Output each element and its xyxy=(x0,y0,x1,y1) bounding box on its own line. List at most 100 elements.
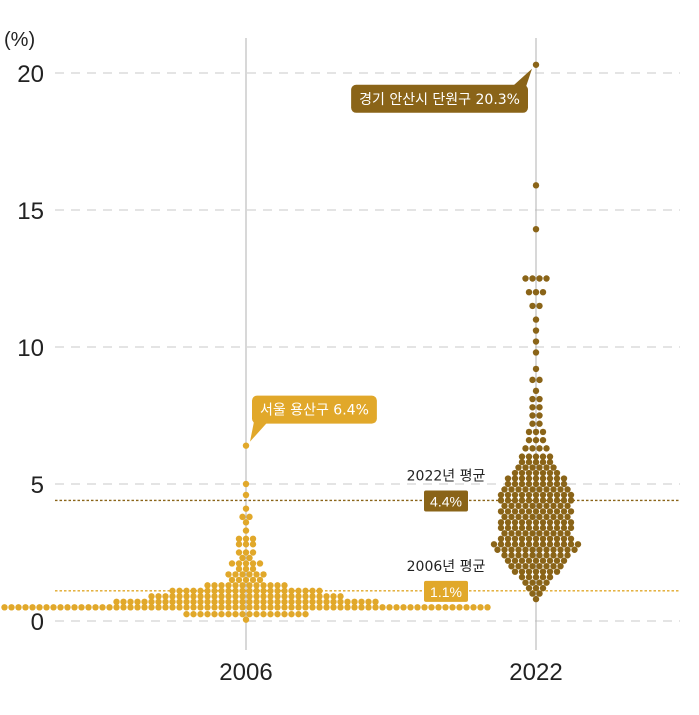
data-point xyxy=(529,546,536,553)
data-point xyxy=(190,593,197,600)
data-point xyxy=(204,593,211,600)
data-point xyxy=(497,491,505,499)
data-point xyxy=(560,557,568,564)
data-point xyxy=(501,502,508,510)
data-point xyxy=(508,530,515,537)
data-point xyxy=(536,376,543,384)
data-point xyxy=(365,598,372,606)
data-point xyxy=(235,535,243,542)
data-point xyxy=(183,593,190,600)
data-point xyxy=(532,316,540,323)
data-point xyxy=(522,486,529,493)
data-point xyxy=(553,469,561,477)
data-point xyxy=(560,535,568,542)
data-point xyxy=(525,519,533,526)
data-point xyxy=(235,549,243,556)
data-point xyxy=(522,464,529,471)
data-point xyxy=(539,497,547,504)
data-point xyxy=(218,610,225,618)
data-point xyxy=(204,582,211,589)
data-point xyxy=(232,598,239,606)
data-point xyxy=(351,604,358,611)
data-point xyxy=(525,535,533,542)
data-point xyxy=(43,604,50,611)
data-point xyxy=(260,593,267,600)
data-point xyxy=(295,610,302,618)
data-point xyxy=(532,182,540,189)
data-point xyxy=(120,604,127,611)
data-point xyxy=(553,568,561,575)
data-point xyxy=(242,442,250,449)
data-point xyxy=(242,527,250,534)
data-point xyxy=(204,604,211,611)
data-point xyxy=(515,530,522,537)
data-point xyxy=(274,582,281,589)
callout-pointer xyxy=(512,68,532,87)
data-point xyxy=(518,535,526,542)
data-point xyxy=(529,302,536,310)
data-point xyxy=(225,610,232,618)
data-point xyxy=(274,598,281,606)
data-point xyxy=(546,480,554,488)
data-point xyxy=(281,593,288,600)
data-point xyxy=(525,475,533,482)
data-point xyxy=(197,604,204,611)
data-point xyxy=(127,598,134,606)
data-point xyxy=(525,508,533,515)
data-point xyxy=(260,582,267,589)
data-point xyxy=(253,587,260,595)
data-point xyxy=(246,604,253,611)
data-point xyxy=(511,491,519,499)
data-point xyxy=(162,598,169,606)
data-point xyxy=(260,571,267,578)
data-point xyxy=(522,563,529,570)
average-title: 2022년 평균 xyxy=(407,468,486,484)
data-point xyxy=(120,598,127,606)
data-point xyxy=(239,582,246,589)
data-point xyxy=(532,458,540,466)
data-point xyxy=(539,428,547,436)
data-point xyxy=(239,610,246,618)
data-point xyxy=(497,519,505,526)
data-point xyxy=(239,571,246,578)
data-point xyxy=(522,513,529,521)
data-point xyxy=(557,530,564,537)
data-point xyxy=(267,604,274,611)
data-point xyxy=(242,560,250,567)
data-point xyxy=(553,491,561,499)
data-point xyxy=(522,552,529,559)
data-point xyxy=(316,604,323,611)
data-point xyxy=(522,530,529,537)
data-point xyxy=(529,404,536,411)
data-point xyxy=(546,469,554,477)
y-tick-label: 5 xyxy=(31,472,44,499)
data-point xyxy=(232,610,239,618)
data-point xyxy=(515,552,522,559)
data-point xyxy=(242,480,250,488)
data-point xyxy=(525,469,533,477)
data-point xyxy=(442,604,449,611)
data-points xyxy=(1,61,582,623)
data-point xyxy=(529,464,536,471)
data-point xyxy=(148,604,155,611)
data-point xyxy=(529,530,536,537)
data-point xyxy=(567,541,575,548)
data-point xyxy=(400,604,407,611)
data-point xyxy=(567,491,575,499)
callout-box xyxy=(351,84,528,113)
data-point xyxy=(508,513,515,521)
data-point xyxy=(550,563,557,570)
data-point xyxy=(539,289,547,296)
data-point xyxy=(532,480,540,488)
gridlines xyxy=(55,72,680,622)
data-point xyxy=(246,598,253,606)
data-point xyxy=(260,610,267,618)
data-point xyxy=(529,552,536,559)
data-point xyxy=(536,590,543,597)
data-point xyxy=(281,604,288,611)
data-point xyxy=(218,582,225,589)
data-point xyxy=(249,565,257,573)
data-point xyxy=(155,593,162,600)
data-point xyxy=(501,530,508,537)
data-point xyxy=(302,598,309,606)
